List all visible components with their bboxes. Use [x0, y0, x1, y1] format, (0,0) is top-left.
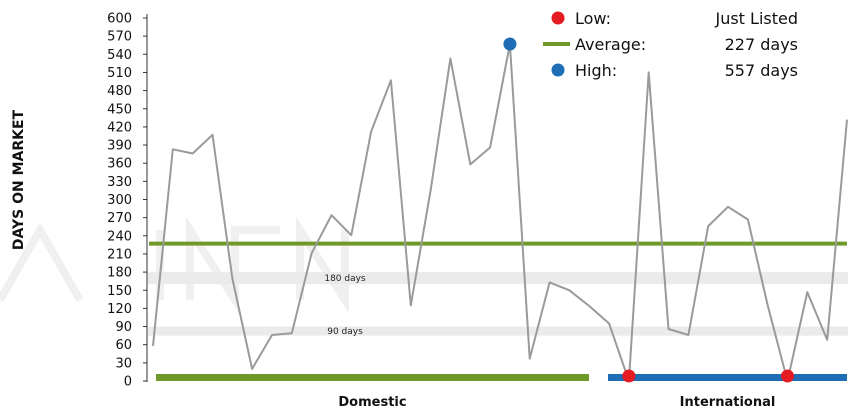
low-marker: [622, 369, 636, 383]
y-tick-label: 570: [107, 30, 132, 45]
series-line-group: [152, 43, 848, 382]
y-tick-label: 180: [107, 266, 132, 281]
y-tick-label: 90: [115, 320, 132, 335]
point-markers: [503, 37, 795, 383]
group-bar-domestic: [156, 374, 589, 381]
y-tick-label: 120: [107, 302, 132, 317]
legend-value-2: 557 days: [725, 61, 798, 80]
group-label-international: International: [680, 395, 776, 410]
legend-marker-0: [551, 11, 565, 25]
low-marker: [781, 369, 795, 383]
y-tick-label: 30: [115, 356, 132, 371]
watermark: [0, 216, 349, 314]
y-tick-label: 390: [107, 139, 132, 154]
reference-bands: 90 days 180 days: [148, 272, 848, 337]
y-axis-ticks: 0 30 60 90 120 150 180 210 240 270 300 330 360 390 420…: [107, 12, 147, 390]
y-tick-label: 450: [107, 102, 132, 117]
band-0: [148, 326, 848, 336]
legend: Low: Just Listed Average: 227 days High: 557 …: [543, 9, 798, 80]
y-tick-label: 210: [107, 247, 132, 262]
legend-label-1: Average:: [575, 35, 646, 54]
legend-marker-2: [551, 63, 565, 77]
y-tick-label: 240: [107, 229, 132, 244]
y-tick-label: 60: [115, 338, 132, 353]
band-1: [148, 272, 848, 285]
y-tick-label: 510: [107, 66, 132, 81]
group-bars: Domestic International: [156, 374, 847, 410]
y-tick-label: 600: [107, 12, 132, 27]
y-tick-label: 420: [107, 120, 132, 135]
watermark-shape: [0, 216, 349, 314]
y-tick-label: 0: [124, 375, 132, 390]
group-bar-international: [608, 374, 847, 381]
band-label-1: 180 days: [324, 274, 366, 284]
y-axis-label: DAYS ON MARKET: [11, 109, 27, 250]
legend-value-0: Just Listed: [714, 9, 798, 28]
y-tick-label: 540: [107, 48, 132, 63]
y-tick-label: 480: [107, 84, 132, 99]
legend-label-0: Low:: [575, 9, 611, 28]
y-tick-label: 360: [107, 157, 132, 172]
y-tick-label: 300: [107, 193, 132, 208]
y-tick-label: 150: [107, 284, 132, 299]
high-marker: [503, 37, 517, 51]
series-line: [152, 43, 848, 382]
legend-label-2: High:: [575, 61, 617, 80]
legend-value-1: 227 days: [725, 35, 798, 54]
band-label-0: 90 days: [327, 327, 363, 337]
group-label-domestic: Domestic: [338, 395, 406, 410]
y-tick-label: 330: [107, 175, 132, 190]
y-tick-label: 270: [107, 211, 132, 226]
